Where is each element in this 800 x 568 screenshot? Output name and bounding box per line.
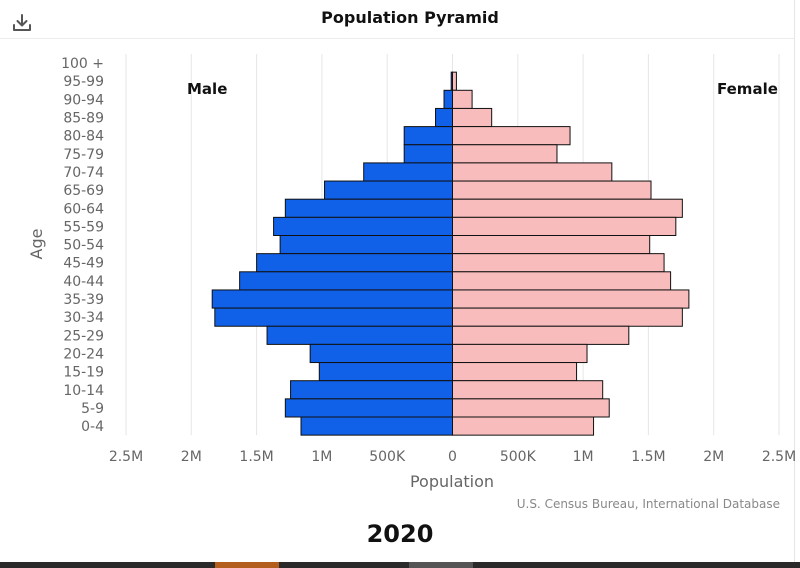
female-bar[interactable] <box>452 89 473 109</box>
female-bar[interactable] <box>452 398 610 418</box>
y-axis-label: Age <box>27 229 46 260</box>
x-tick-label: 2M <box>703 449 724 465</box>
female-bar[interactable] <box>452 307 683 327</box>
download-icon <box>13 14 31 31</box>
age-tick-labels: 100 + 95-99 90-94 85-89 80-84 75-79 70-74 65-69… <box>61 56 104 435</box>
age-tick-label: 85-89 <box>63 111 104 127</box>
year-slider-thumb[interactable] <box>215 562 279 568</box>
age-tick-label: 95-99 <box>63 74 104 90</box>
x-tick-label: 500K <box>500 449 537 465</box>
female-bar[interactable] <box>452 362 578 382</box>
male-bar[interactable] <box>403 126 454 146</box>
female-bar[interactable] <box>452 180 652 200</box>
age-tick-label: 75-79 <box>63 147 104 163</box>
female-label: Female <box>717 80 778 98</box>
age-tick-label: 15-19 <box>63 365 104 381</box>
year-slider-track[interactable] <box>0 562 800 568</box>
chart-title: Population Pyramid <box>321 8 499 27</box>
female-bar[interactable] <box>452 416 595 436</box>
age-tick-label: 10-14 <box>63 383 104 399</box>
x-tick-label: 1M <box>311 449 332 465</box>
female-bar[interactable] <box>452 289 690 309</box>
female-bar[interactable] <box>452 144 558 164</box>
female-bar[interactable] <box>452 325 630 345</box>
year-slider-segment <box>409 562 473 568</box>
male-bar[interactable] <box>284 198 453 218</box>
female-bar[interactable] <box>452 162 613 182</box>
female-bar[interactable] <box>452 71 457 91</box>
header-divider <box>0 38 794 39</box>
male-bar[interactable] <box>318 362 453 382</box>
male-label: Male <box>187 80 227 98</box>
age-tick-label: 65-69 <box>63 183 104 199</box>
age-tick-label: 20-24 <box>63 346 104 362</box>
x-tick-label: 500K <box>369 449 406 465</box>
male-bar[interactable] <box>309 343 453 364</box>
male-bar[interactable] <box>324 180 453 200</box>
female-bar[interactable] <box>452 343 588 364</box>
x-tick-label: 1.5M <box>239 449 273 465</box>
x-tick-label: 0 <box>448 449 457 465</box>
female-bar[interactable] <box>452 216 677 237</box>
x-tick-label: 1.5M <box>631 449 665 465</box>
female-bar[interactable] <box>452 271 672 291</box>
male-bar[interactable] <box>284 398 453 418</box>
download-button[interactable] <box>8 10 36 36</box>
age-tick-label: 100 + <box>61 56 104 72</box>
male-bar[interactable] <box>300 416 453 436</box>
age-tick-label: 30-34 <box>63 310 104 326</box>
male-bar[interactable] <box>256 253 453 273</box>
age-tick-label: 25-29 <box>63 328 104 344</box>
age-tick-label: 60-64 <box>63 201 104 217</box>
x-tick-label: 1M <box>573 449 594 465</box>
male-bar[interactable] <box>443 89 453 109</box>
female-bar[interactable] <box>452 235 651 255</box>
age-tick-label: 55-59 <box>63 219 104 235</box>
x-tick-label: 2.5M <box>762 449 796 465</box>
male-bar[interactable] <box>239 271 453 291</box>
population-pyramid-chart: 100 + 95-99 90-94 85-89 80-84 75-79 70-74 65-69… <box>27 54 796 491</box>
age-tick-label: 45-49 <box>63 256 104 272</box>
male-bar[interactable] <box>290 380 453 400</box>
age-tick-label: 50-54 <box>63 238 104 254</box>
age-tick-label: 40-44 <box>63 274 104 290</box>
age-tick-label: 80-84 <box>63 129 104 145</box>
male-bar[interactable] <box>435 107 454 128</box>
bars <box>211 71 690 436</box>
male-bar[interactable] <box>273 216 453 237</box>
female-bar[interactable] <box>452 198 683 218</box>
x-axis-label: Population <box>410 472 494 491</box>
age-tick-label: 0-4 <box>81 419 104 435</box>
male-bar[interactable] <box>214 307 453 327</box>
source-credit: U.S. Census Bureau, International Databa… <box>516 497 780 511</box>
age-tick-label: 90-94 <box>63 92 104 108</box>
age-tick-label: 5-9 <box>81 401 104 417</box>
x-tick-label: 2M <box>181 449 202 465</box>
female-bar[interactable] <box>452 253 665 273</box>
age-tick-label: 70-74 <box>63 165 104 181</box>
female-bar[interactable] <box>452 380 604 400</box>
population-tick-labels: 2.5M 2M 1.5M 1M 500K 0 500K 1M 1.5M 2M 2.5M <box>109 449 796 465</box>
male-bar[interactable] <box>211 289 453 309</box>
male-bar[interactable] <box>363 162 453 182</box>
male-bar[interactable] <box>279 235 453 255</box>
year-label: 2020 <box>366 520 434 548</box>
male-bar[interactable] <box>266 325 453 345</box>
x-tick-label: 2.5M <box>109 449 143 465</box>
female-bar[interactable] <box>452 107 493 128</box>
male-bar[interactable] <box>403 144 454 164</box>
female-bar[interactable] <box>452 126 571 146</box>
age-tick-label: 35-39 <box>63 292 104 308</box>
